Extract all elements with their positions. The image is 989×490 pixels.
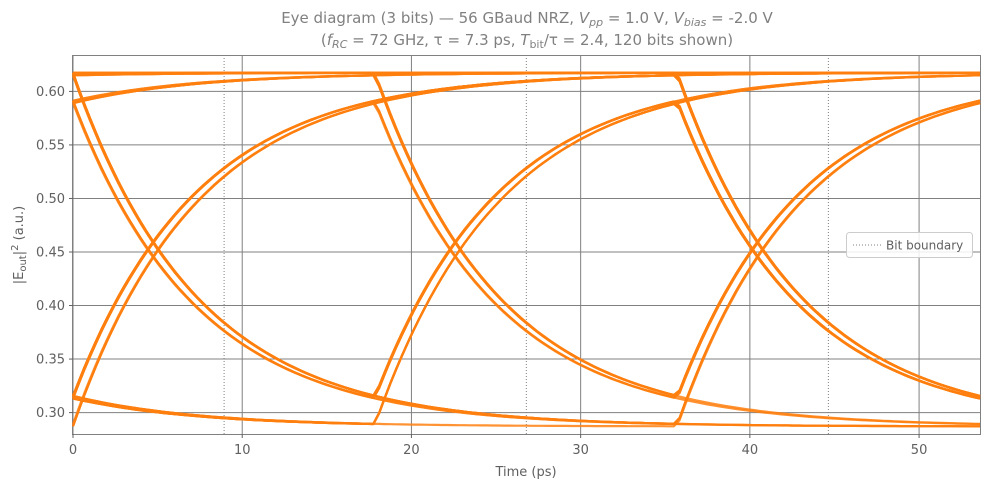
x-tick-label: 10 xyxy=(234,443,251,458)
eye-trace xyxy=(72,102,981,428)
y-tick-label: 0.55 xyxy=(36,138,65,153)
legend-label-bit-boundary: Bit boundary xyxy=(886,239,963,253)
y-tick-label: 0.40 xyxy=(36,299,65,314)
y-tick-label: 0.60 xyxy=(36,85,65,100)
y-tick-label: 0.30 xyxy=(36,406,65,421)
y-tick-label: 0.35 xyxy=(36,353,65,368)
x-tick-label: 30 xyxy=(572,443,589,458)
x-tick-label: 40 xyxy=(742,443,759,458)
chart-subtitle: (fRC = 72 GHz, τ = 7.3 ps, Tbit/τ = 2.4,… xyxy=(321,31,733,51)
y-tick-label: 0.45 xyxy=(36,245,65,260)
eye-trace xyxy=(72,71,980,397)
axis-ticks: 0 10 20 30 40 50 0.30 0.35 0.40 0.45 0.50 0.55 0.60 xyxy=(36,85,927,458)
chart-title: Eye diagram (3 bits) — 56 GBaud NRZ, Vpp… xyxy=(281,9,773,29)
x-axis-label: Time (ps) xyxy=(494,465,556,480)
eye-trace xyxy=(72,74,981,425)
y-axis-label: |Eout|2 (a.u.) xyxy=(10,206,29,285)
eye-traces xyxy=(72,71,981,428)
y-tick-label: 0.50 xyxy=(36,192,65,207)
eye-trace xyxy=(72,71,981,398)
legend: Bit boundary xyxy=(846,232,973,258)
legend-box xyxy=(846,232,973,258)
bit-boundaries xyxy=(223,55,829,434)
eye-trace xyxy=(72,74,981,399)
x-tick-label: 20 xyxy=(403,443,420,458)
x-tick-label: 0 xyxy=(69,443,77,458)
x-tick-label: 50 xyxy=(911,443,928,458)
